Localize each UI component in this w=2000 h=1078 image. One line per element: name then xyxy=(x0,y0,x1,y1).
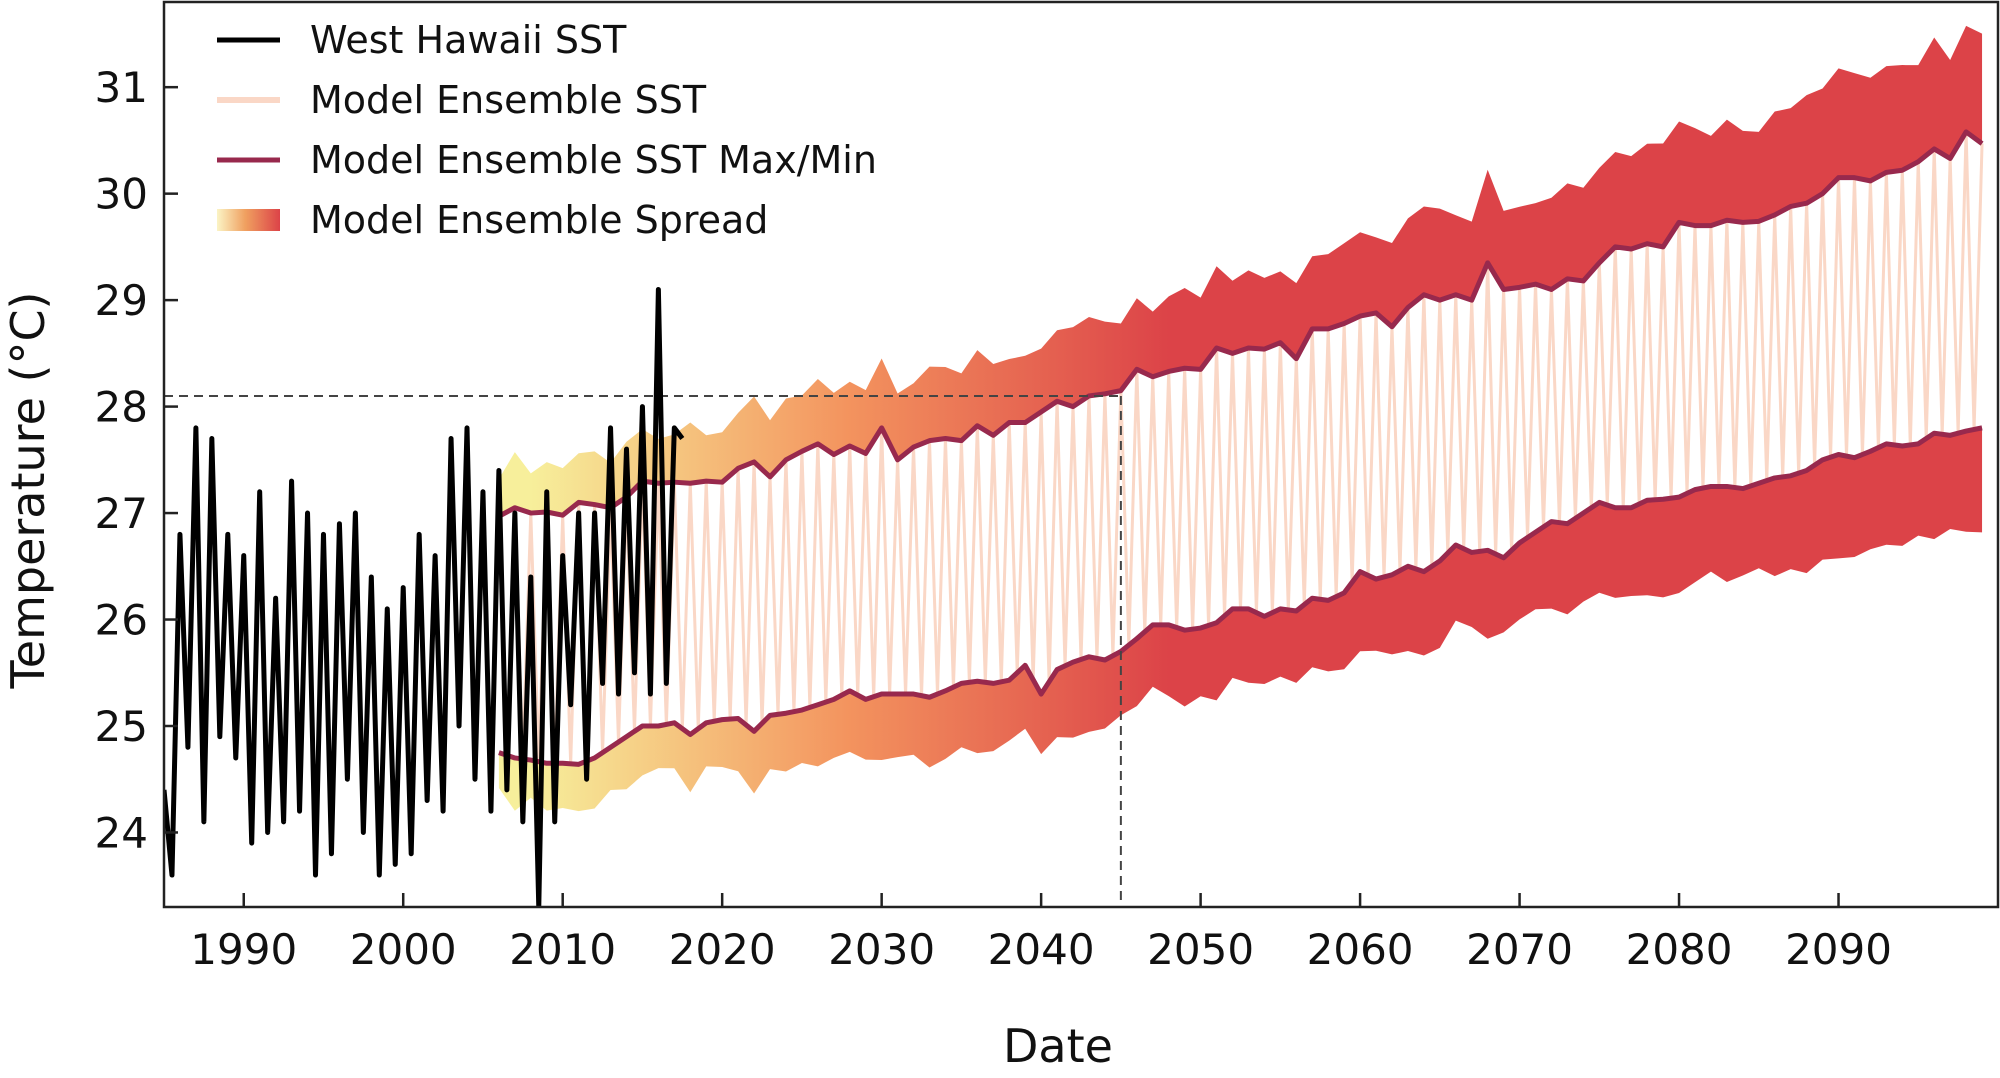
x-tick-label: 2060 xyxy=(1307,925,1414,974)
x-tick-label: 1990 xyxy=(190,925,297,974)
y-tick-label: 28 xyxy=(95,383,148,432)
legend-label-observed: West Hawaii SST xyxy=(310,18,627,62)
x-tick-label: 2080 xyxy=(1626,925,1733,974)
y-axis: 24 25 26 27 28 29 30 31 xyxy=(95,63,178,857)
legend: West Hawaii SST Model Ensemble SST Model… xyxy=(217,18,877,242)
x-axis: 1990 2000 2010 2020 2030 2040 2050 2060 2070 2080… xyxy=(190,893,1892,974)
ensemble-spread-upper-band xyxy=(498,25,1983,517)
ensemble-spread-lower-band xyxy=(498,427,1983,812)
x-tick-label: 2030 xyxy=(828,925,935,974)
x-tick-label: 2040 xyxy=(988,925,1095,974)
y-tick-label: 24 xyxy=(95,808,148,857)
y-tick-label: 26 xyxy=(95,596,148,645)
legend-label-ensemble: Model Ensemble SST xyxy=(310,78,707,122)
y-tick-label: 29 xyxy=(95,276,148,325)
x-tick-label: 2020 xyxy=(669,925,776,974)
ensemble-min-line xyxy=(498,425,1983,767)
x-axis-title: Date xyxy=(1003,1019,1113,1073)
ensemble-max-line xyxy=(497,129,1984,519)
legend-swatch-spread xyxy=(217,209,280,231)
x-tick-label: 2070 xyxy=(1466,925,1573,974)
y-tick-label: 27 xyxy=(95,489,148,538)
y-tick-label: 25 xyxy=(95,702,148,751)
y-axis-title: Temperature (°C) xyxy=(1,291,55,689)
west-hawaii-sst-line xyxy=(164,286,685,907)
legend-label-spread: Model Ensemble Spread xyxy=(310,198,768,242)
y-tick-label: 31 xyxy=(95,63,148,112)
plot-frame xyxy=(162,0,2000,909)
x-tick-label: 2010 xyxy=(509,925,616,974)
plot-area xyxy=(164,25,1984,907)
y-tick-label: 30 xyxy=(95,170,148,219)
x-tick-label: 2050 xyxy=(1147,925,1254,974)
legend-label-maxmin: Model Ensemble SST Max/Min xyxy=(310,138,877,182)
x-tick-label: 2000 xyxy=(350,925,457,974)
x-tick-label: 2090 xyxy=(1785,925,1892,974)
